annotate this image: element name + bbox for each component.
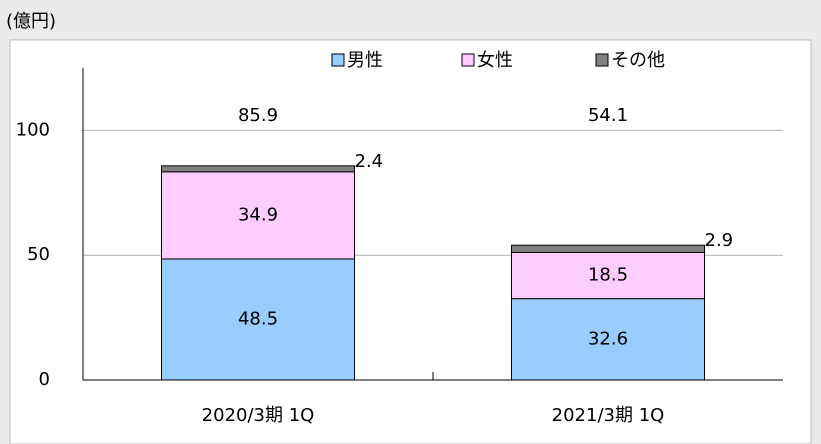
- y-tick-label: 0: [39, 369, 50, 390]
- legend-label: 男性: [347, 50, 383, 71]
- legend-swatch: [331, 53, 345, 67]
- data-label: 48.5: [238, 308, 278, 329]
- data-label: 2.9: [705, 230, 734, 251]
- data-label: 32.6: [588, 328, 628, 349]
- total-label: 54.1: [588, 105, 628, 126]
- panel: [9, 39, 812, 444]
- data-label: 2.4: [355, 151, 384, 172]
- legend-label: 女性: [477, 50, 513, 71]
- y-unit-label: (億円): [6, 11, 56, 32]
- bar-segment: [161, 165, 355, 173]
- bar-segment: [161, 258, 355, 381]
- x-tick-label: 2021/3期 1Q: [552, 405, 665, 426]
- y-tick-label: 50: [27, 244, 50, 265]
- legend-swatch: [461, 53, 475, 67]
- x-tick-label: 2020/3期 1Q: [202, 405, 315, 426]
- data-label: 18.5: [588, 265, 628, 286]
- bar-segment: [511, 244, 705, 253]
- bar-segment: [161, 171, 355, 260]
- total-label: 85.9: [238, 105, 278, 126]
- y-tick-label: 100: [16, 119, 50, 140]
- legend-label: その他: [611, 50, 665, 71]
- legend-swatch: [595, 53, 609, 67]
- data-label: 34.9: [238, 204, 278, 225]
